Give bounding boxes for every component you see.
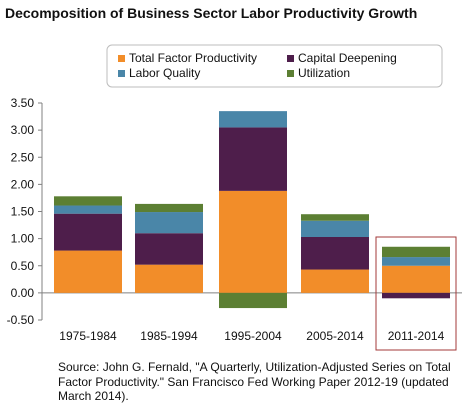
y-tick-label: 1.00	[11, 232, 35, 246]
y-tick-label: 3.00	[11, 123, 35, 137]
bar-segment	[135, 212, 203, 234]
legend-label: Total Factor Productivity	[129, 51, 257, 65]
legend-frame	[106, 44, 443, 88]
bar-segment	[54, 250, 122, 293]
y-tick-label: 2.00	[11, 177, 35, 191]
bar-segment	[301, 236, 369, 270]
bar-segment	[301, 220, 369, 237]
bar-segment	[135, 203, 203, 213]
x-tick-label: 2011-2014	[388, 329, 445, 343]
legend-swatch	[118, 55, 125, 62]
x-tick-label: 1985-1994	[140, 329, 198, 343]
y-tick-label: 3.50	[11, 96, 35, 110]
y-tick-label: 1.50	[11, 205, 35, 219]
bar-segment	[219, 292, 287, 309]
bar-segment	[54, 205, 122, 214]
x-tick-label: 1995-2004	[224, 329, 282, 343]
source-note: Source: John G. Fernald, "A Quarterly, U…	[58, 360, 451, 403]
x-axis-labels: 1975-1984 1985-1994 1995-2004 2005-2014 2011…	[59, 329, 444, 343]
x-tick-label: 1975-1984	[59, 329, 117, 343]
bar-segment	[135, 233, 203, 265]
legend-label: Utilization	[298, 66, 350, 80]
y-tick-label: 0.00	[11, 286, 35, 300]
x-tick-label: 2005-2014	[306, 329, 364, 343]
bar-segment	[219, 190, 287, 293]
bar-segment	[382, 292, 450, 299]
bar-segment	[54, 213, 122, 251]
bar-segment	[301, 269, 369, 293]
bars	[54, 111, 457, 351]
bar-segment	[219, 111, 287, 128]
bar-segment	[382, 257, 450, 266]
bar-segment	[219, 127, 287, 191]
legend: Total Factor Productivity Capital Deepeni…	[106, 44, 443, 88]
bar-segment	[301, 214, 369, 221]
legend-swatch	[287, 55, 294, 62]
bar-segment	[135, 264, 203, 293]
chart-title: Decomposition of Business Sector Labor P…	[5, 5, 418, 21]
bar-segment	[382, 246, 450, 258]
legend-label: Labor Quality	[129, 66, 200, 80]
highlight-box	[375, 236, 457, 351]
bar-segment	[54, 196, 122, 206]
y-tick-label: 2.50	[11, 150, 35, 164]
legend-swatch	[118, 70, 125, 77]
legend-label: Capital Deepening	[298, 51, 397, 65]
y-tick-label: -0.50	[7, 313, 35, 327]
y-tick-label: 0.50	[11, 259, 35, 273]
bar-segment	[382, 265, 450, 293]
legend-swatch	[287, 70, 294, 77]
